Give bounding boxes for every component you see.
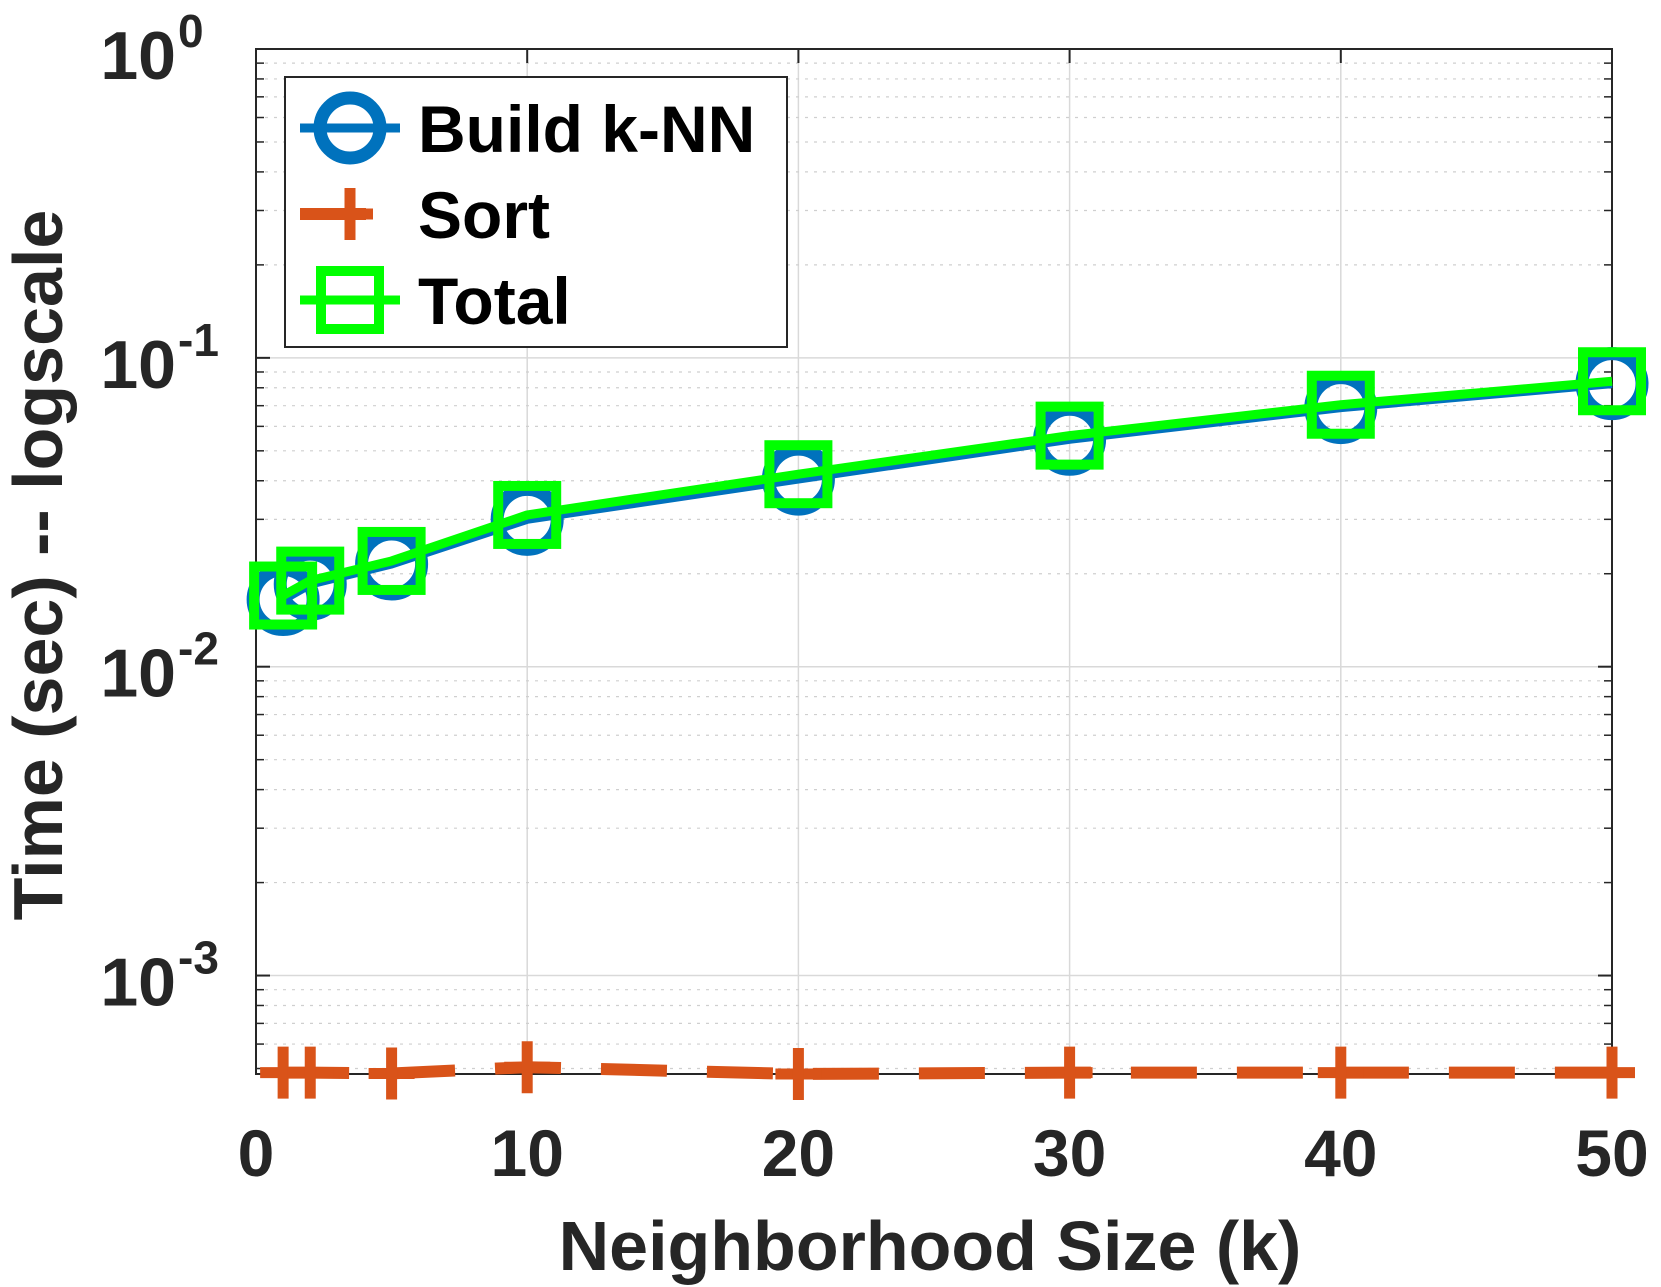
data-point [504,1041,551,1094]
x-tick-label: 50 [1575,1116,1648,1190]
x-tick-label: 0 [238,1116,275,1190]
legend-label: Total [418,264,571,338]
series-line [280,376,1613,600]
legend-label: Sort [418,178,550,252]
legend-item: Sort [300,178,550,252]
x-axis-tick-labels: 0 10 20 30 40 50 [238,1116,1649,1190]
data-point [1578,347,1646,416]
data-point [1306,370,1375,439]
y-tick-label-base: 10 [100,327,176,403]
legend-label: Build k-NN [418,92,755,166]
data-series [246,347,1649,1100]
x-tick-label: 30 [1033,1116,1106,1190]
y-tick-label: 10 -1 [100,314,219,403]
legend-marker [316,266,384,334]
y-tick-label-base: 10 [100,18,176,94]
series-sort [260,1041,1635,1100]
x-tick-label: 20 [762,1116,835,1190]
data-point [276,546,345,615]
y-axis-label: Time (sec) -- logscale [0,210,77,921]
series-total [249,347,1646,630]
y-tick-label: 10 -3 [100,932,219,1021]
y-tick-label-exponent: 0 [178,5,204,57]
data-point [368,1047,415,1100]
x-tick-label: 10 [490,1116,563,1190]
y-tick-label-base: 10 [100,636,176,712]
data-point [775,1048,822,1100]
x-axis-label: Neighborhood Size (k) [559,1207,1302,1285]
legend-item: Build k-NN [300,91,755,166]
data-point [357,526,426,595]
data-point [1317,1046,1364,1099]
y-tick-label-exponent: -2 [178,623,219,675]
y-tick-label-exponent: -3 [178,932,219,984]
data-point [493,480,562,549]
legend: Build k-NN Sort Total [284,76,788,348]
y-tick-label-exponent: -1 [178,314,219,366]
legend-marker [327,188,373,240]
legend-item: Total [300,264,571,338]
x-tick-label: 40 [1304,1116,1377,1190]
data-point [1046,1046,1093,1099]
y-tick-label: 10 0 [100,5,203,94]
y-tick-label: 10 -2 [100,623,219,712]
data-point [1035,401,1104,470]
data-point [287,1046,334,1099]
data-point [764,440,833,509]
y-tick-label-base: 10 [100,945,176,1021]
legend-marker [313,91,387,165]
data-point [1589,1046,1635,1099]
